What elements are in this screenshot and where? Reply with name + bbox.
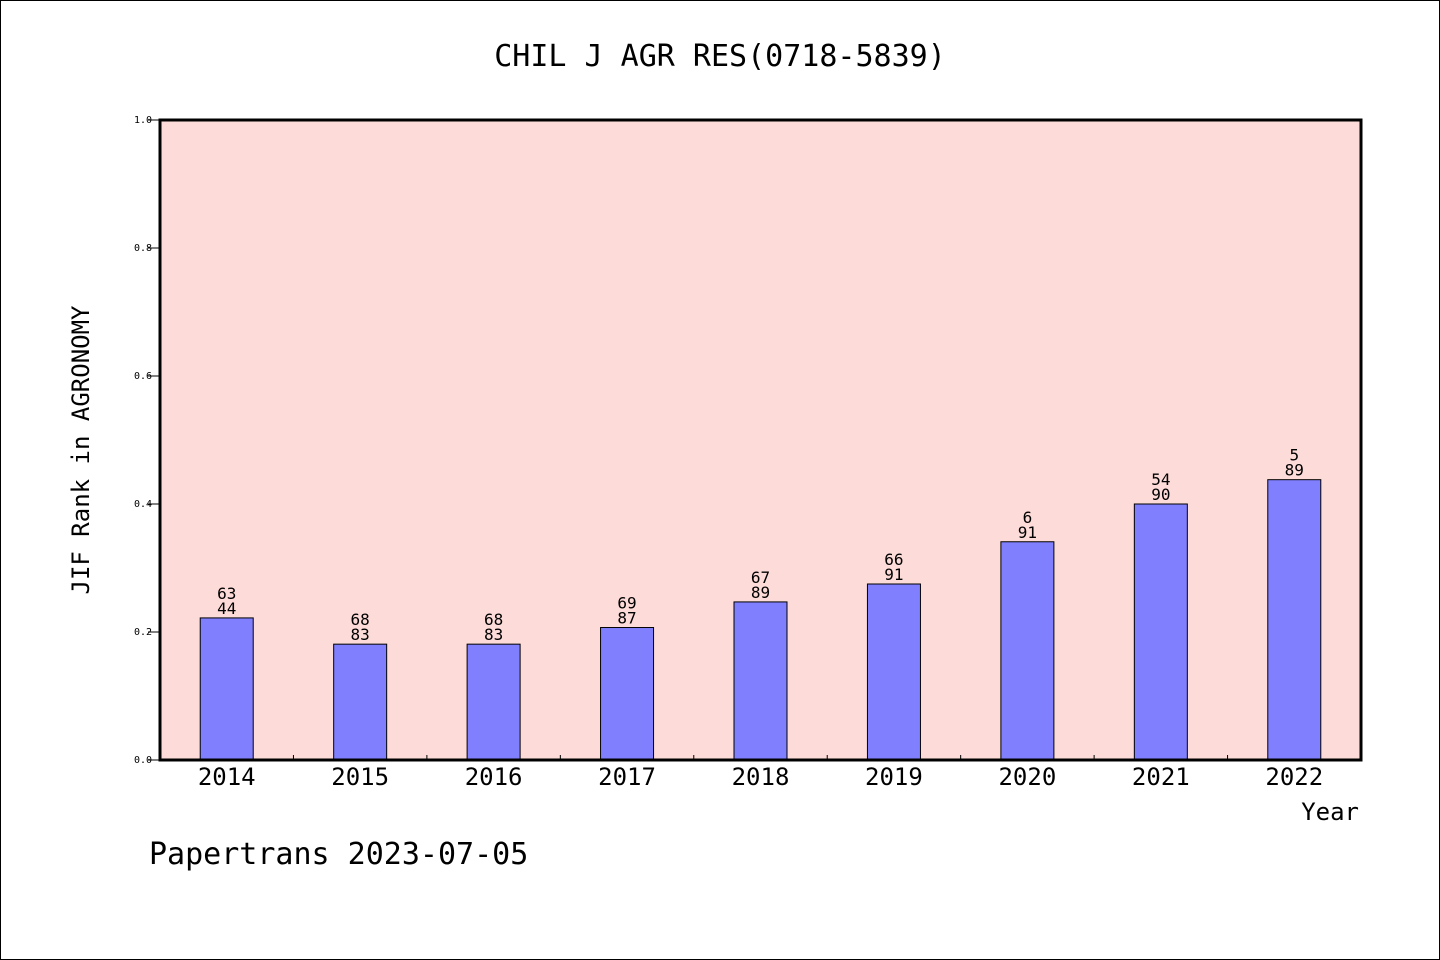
- plot-border: [158, 118, 1363, 762]
- bar-label-total-2022: 89: [1285, 461, 1304, 480]
- bar-label-total-2016: 83: [484, 625, 503, 644]
- y-tick-label: 0.8: [134, 243, 152, 254]
- bar-2020: [1000, 541, 1055, 761]
- bar-2017: [600, 627, 655, 761]
- bar-2022: [1267, 479, 1322, 761]
- bar-2019: [866, 583, 921, 761]
- x-tick-label: 2017: [598, 763, 656, 791]
- bar-2015: [333, 643, 388, 761]
- bar-2014: [199, 617, 254, 761]
- bar-label-rank-2018: 67: [751, 568, 770, 587]
- bar-2018: [733, 601, 788, 761]
- bar-label-total-2020: 91: [1018, 523, 1037, 542]
- x-tick-label: 2020: [998, 763, 1056, 791]
- bar-label-total-2015: 83: [351, 625, 370, 644]
- bar-label-rank-2014: 63: [217, 584, 236, 603]
- bar-label-rank-2017: 69: [617, 594, 636, 613]
- bar-label-total-2019: 91: [884, 565, 903, 584]
- bar-label-rank-2021: 54: [1151, 470, 1170, 489]
- footer-text: Papertrans 2023-07-05: [149, 837, 528, 872]
- x-tick-label: 2021: [1132, 763, 1190, 791]
- y-axis-label: JIF Rank in AGRONOMY: [67, 305, 95, 595]
- bar-label-rank-2020: 6: [1023, 508, 1033, 527]
- bar-2021: [1133, 503, 1188, 761]
- x-tick-label: 2016: [465, 763, 523, 791]
- y-tick-label: 0.6: [134, 371, 152, 382]
- x-tick-label: 2015: [331, 763, 389, 791]
- y-tick-label: 1.0: [134, 115, 152, 126]
- chart-title: CHIL J AGR RES(0718-5839): [494, 39, 946, 74]
- x-tick-label: 2019: [865, 763, 923, 791]
- bar-label-rank-2015: 68: [351, 610, 370, 629]
- bar-label-rank-2016: 68: [484, 610, 503, 629]
- bar-label-rank-2022: 5: [1289, 446, 1299, 465]
- x-axis-label: Year: [1301, 798, 1359, 826]
- bar-label-total-2017: 87: [617, 609, 636, 628]
- x-tick-label: 2018: [732, 763, 790, 791]
- bar-label-total-2018: 89: [751, 583, 770, 602]
- x-tick-label: 2014: [198, 763, 256, 791]
- bar-label-rank-2019: 66: [884, 550, 903, 569]
- bar-label-total-2014: 44: [217, 599, 236, 618]
- y-tick-label: 0.4: [134, 499, 152, 510]
- x-tick-label: 2022: [1265, 763, 1323, 791]
- y-tick-label: 0.2: [134, 627, 152, 638]
- bar-2016: [466, 643, 521, 761]
- bar-label-total-2021: 90: [1151, 485, 1170, 504]
- y-tick-label: 0.0: [134, 755, 152, 766]
